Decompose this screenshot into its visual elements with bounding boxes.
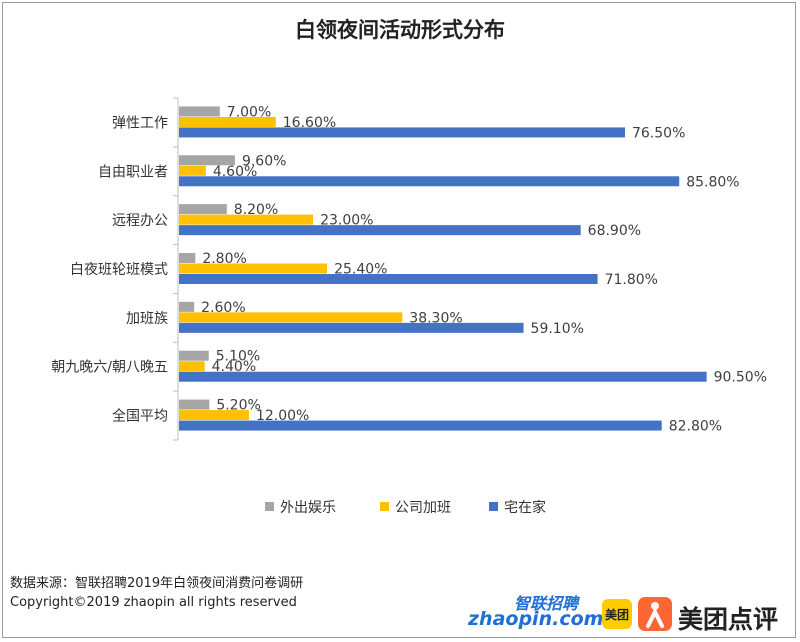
bar (179, 253, 196, 263)
meituan-logo-text: 美团 (604, 607, 629, 622)
bar (179, 371, 707, 382)
bar (179, 361, 205, 372)
data-label: 90.50% (714, 370, 767, 386)
bar (179, 106, 220, 117)
category-label: 加班族 (126, 311, 168, 327)
copyright-line: Copyright©2019 zhaopin all rights reserv… (10, 595, 297, 610)
data-label: 2.60% (201, 300, 245, 316)
data-label: 8.20% (234, 202, 278, 218)
data-label: 16.60% (283, 115, 336, 131)
data-label: 68.90% (588, 223, 641, 239)
data-label: 25.40% (334, 262, 387, 278)
legend-label: 宅在家 (504, 499, 546, 516)
bar (179, 322, 524, 333)
data-label: 4.60% (213, 164, 257, 180)
data-label: 7.00% (227, 104, 271, 120)
bar (179, 410, 249, 421)
dianping-logo-icon (638, 597, 672, 631)
bar (179, 116, 276, 127)
source-line: 数据来源：智联招聘2019年白领夜间消费问卷调研 (10, 576, 304, 591)
bar (179, 204, 227, 215)
data-label: 59.10% (531, 321, 584, 337)
bar (179, 399, 210, 410)
data-label: 38.30% (409, 310, 462, 326)
category-label: 弹性工作 (112, 115, 168, 131)
legend-swatch (265, 502, 274, 511)
bar (179, 301, 195, 312)
category-label: 朝九晚六/朝八晚五 (51, 360, 168, 376)
data-label: 9.60% (242, 153, 286, 169)
data-label: 85.80% (686, 174, 739, 190)
bar (179, 420, 662, 431)
data-label: 71.80% (605, 272, 658, 288)
category-label: 白夜班轮班模式 (70, 262, 168, 278)
zhaopin-logo-text: 智联招聘 (514, 594, 579, 613)
bar (179, 225, 581, 236)
legend-swatch (380, 502, 389, 511)
bar (179, 214, 314, 225)
legend-label: 外出娱乐 (280, 500, 336, 516)
data-label: 82.80% (669, 419, 722, 435)
bar-chart: 弹性工作 7.00% 16.60% 76.50% 自由职业者 9.60%4.60% 85.8… (51, 97, 767, 516)
category-label: 全国平均 (112, 408, 168, 425)
bar (179, 274, 598, 284)
data-label: 4.40% (212, 359, 256, 375)
meituan-logo: 美团 (602, 599, 632, 629)
bar (179, 263, 328, 274)
source-note: 数据来源：智联招聘2019年白领夜间消费问卷调研 Copyright©2019 … (10, 574, 303, 612)
legend-label: 公司加班 (395, 500, 451, 516)
legend-swatch (489, 502, 498, 511)
bar (179, 127, 625, 138)
dianping-logo-text: 美团点评 (678, 605, 779, 634)
bar (179, 155, 235, 166)
data-label: 2.80% (202, 251, 246, 267)
bar (179, 165, 206, 176)
data-label: 76.50% (632, 125, 685, 141)
category-label: 远程办公 (112, 213, 168, 229)
bar (179, 176, 680, 187)
bar (179, 312, 403, 323)
zhaopin-logo-url: zhaopin.com (468, 608, 604, 630)
chart-title: 白领夜间活动形式分布 (295, 18, 505, 42)
data-label: 23.00% (320, 213, 373, 229)
data-label: 12.00% (256, 408, 309, 424)
bar (179, 350, 209, 361)
data-label: 5.10% (216, 349, 260, 365)
category-label: 自由职业者 (98, 164, 168, 180)
data-label: 5.20% (216, 398, 260, 414)
